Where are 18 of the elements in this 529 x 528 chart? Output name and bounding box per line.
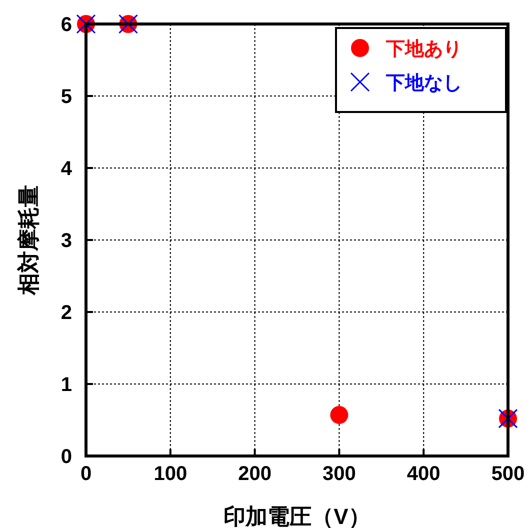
y-tick-label: 2 — [60, 302, 72, 324]
x-tick-label: 200 — [238, 463, 272, 485]
y-tick-label: 6 — [60, 14, 72, 36]
x-tick-label: 300 — [322, 463, 356, 485]
legend-label: 下地あり — [385, 38, 462, 60]
y-tick-label: 5 — [60, 86, 72, 108]
y-axis-title: 相対摩耗量 — [16, 185, 41, 296]
y-tick-label: 1 — [60, 374, 72, 396]
x-tick-label: 500 — [491, 463, 525, 485]
point — [330, 406, 348, 424]
y-tick-label: 0 — [60, 446, 72, 468]
y-tick-label: 4 — [60, 158, 73, 180]
x-tick-label: 100 — [154, 463, 188, 485]
x-tick-label: 400 — [406, 463, 440, 485]
x-axis-title: 印加電圧（V） — [224, 504, 370, 528]
y-tick-label: 3 — [60, 230, 72, 252]
x-tick-label: 0 — [80, 463, 92, 485]
legend-label: 下地なし — [385, 72, 462, 94]
